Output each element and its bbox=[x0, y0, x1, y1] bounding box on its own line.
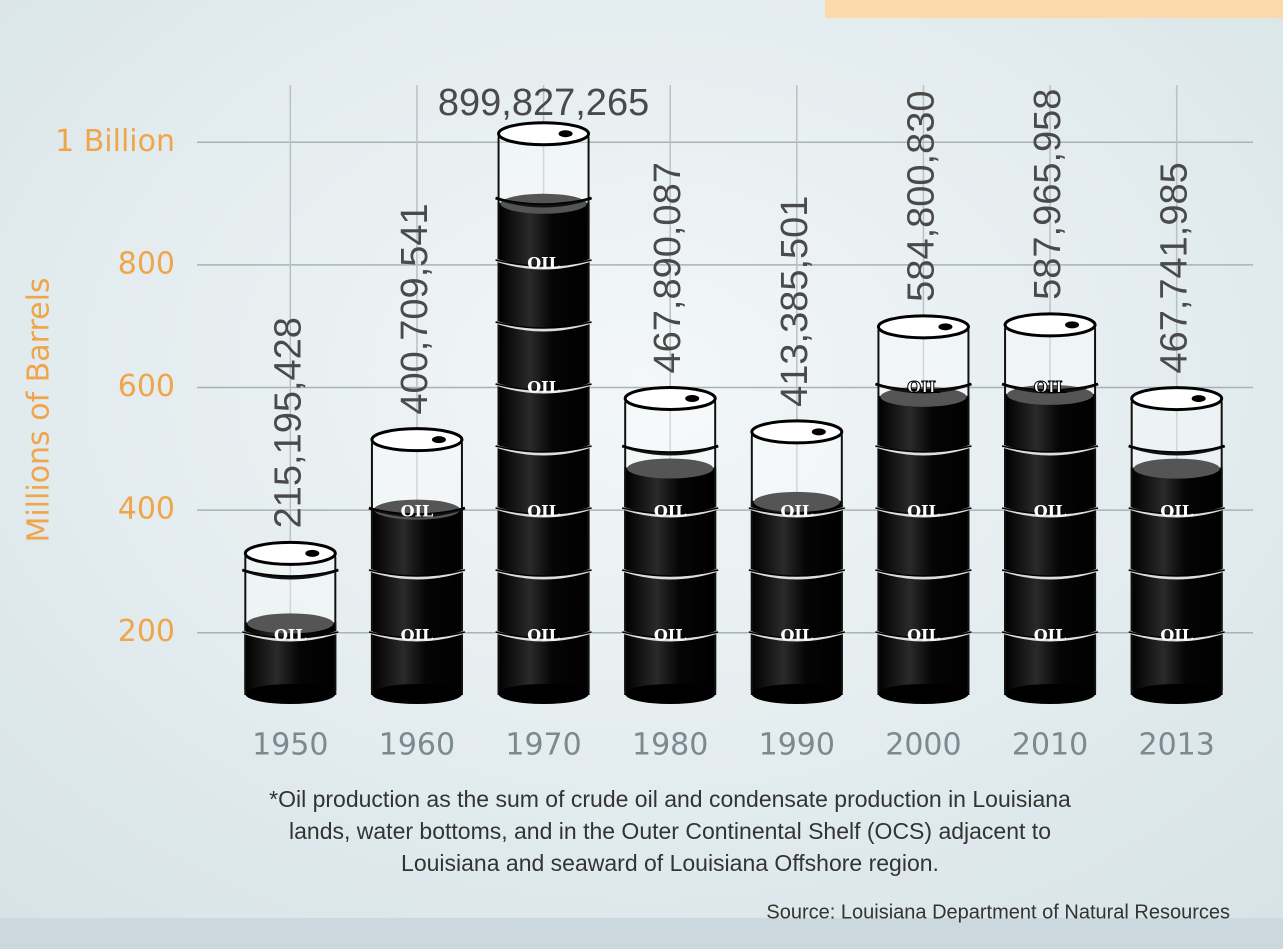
value-label: 587,965,958 bbox=[1027, 89, 1069, 300]
barrel-bottom bbox=[1005, 684, 1095, 704]
bar bbox=[1005, 395, 1095, 694]
barrel: OIL bbox=[242, 542, 338, 704]
oil-stamp: OIL bbox=[527, 254, 560, 273]
x-tick-label: 1950 bbox=[252, 728, 328, 763]
header-band bbox=[825, 0, 1283, 18]
barrel-bung bbox=[432, 436, 446, 443]
oil-surface bbox=[627, 458, 713, 478]
oil-stamp: OIL bbox=[274, 626, 307, 645]
value-label: 467,741,985 bbox=[1154, 162, 1196, 373]
bar bbox=[878, 397, 968, 694]
oil-stamp: OIL bbox=[1034, 378, 1067, 397]
x-tick-label: 2000 bbox=[885, 728, 961, 763]
barrel-bung bbox=[685, 395, 699, 402]
oil-stamp: OIL bbox=[1034, 626, 1067, 645]
value-label: 413,385,501 bbox=[774, 196, 816, 407]
oil-stamp: OIL bbox=[780, 626, 813, 645]
oil-stamp: OIL bbox=[780, 502, 813, 521]
oil-stamp: OIL bbox=[527, 626, 560, 645]
value-label: 400,709,541 bbox=[394, 203, 436, 414]
x-tick-label: 1960 bbox=[379, 728, 455, 763]
barrel-lid bbox=[1005, 314, 1095, 336]
chart: Millions of Barrels *Oil production as t… bbox=[0, 0, 1283, 949]
footnote-line: lands, water bottoms, and in the Outer C… bbox=[289, 818, 1051, 844]
x-tick-label: 2013 bbox=[1139, 728, 1215, 763]
barrel-bung bbox=[812, 428, 826, 435]
value-label: 899,827,265 bbox=[438, 82, 649, 124]
oil-stamp: OIL bbox=[1160, 626, 1193, 645]
oil-surface bbox=[1134, 459, 1220, 479]
barrel: OIL OIL bbox=[749, 421, 845, 704]
barrel-bung bbox=[938, 323, 952, 330]
bar bbox=[752, 502, 842, 694]
barrel-lid bbox=[752, 421, 842, 443]
x-tick-label: 1990 bbox=[759, 728, 835, 763]
oil-stamp: OIL bbox=[527, 502, 560, 521]
barrel: OIL OIL bbox=[369, 429, 465, 704]
oil-stamp: OIL bbox=[401, 502, 434, 521]
y-tick-label: 200 bbox=[118, 614, 175, 649]
barrel-bottom bbox=[1132, 684, 1222, 704]
value-label: 584,800,830 bbox=[900, 90, 942, 301]
barrel-lid bbox=[878, 316, 968, 338]
footnote-line: Louisiana and seaward of Louisiana Offsh… bbox=[401, 850, 939, 876]
oil-stamp: OIL bbox=[654, 626, 687, 645]
oil-stamp: OIL bbox=[1034, 502, 1067, 521]
value-label: 215,195,428 bbox=[267, 317, 309, 528]
y-tick-label: 400 bbox=[118, 492, 175, 527]
oil-stamp: OIL bbox=[907, 378, 940, 397]
barrel: OIL OIL OIL OIL bbox=[496, 123, 592, 704]
barrel-lid bbox=[245, 542, 335, 564]
barrel-lid bbox=[1132, 388, 1222, 410]
y-tick-label: 600 bbox=[118, 369, 175, 404]
oil-stamp: OIL bbox=[1160, 502, 1193, 521]
barrel-bottom bbox=[752, 684, 842, 704]
oil-stamp: OIL bbox=[401, 626, 434, 645]
footnote-line: *Oil production as the sum of crude oil … bbox=[269, 786, 1071, 812]
oil-stamp: OIL bbox=[907, 502, 940, 521]
barrel: OIL OIL OIL bbox=[1002, 314, 1098, 704]
oil-stamp: OIL bbox=[654, 502, 687, 521]
barrel-bung bbox=[1065, 321, 1079, 328]
barrel-bottom bbox=[245, 684, 335, 704]
bar bbox=[372, 510, 462, 694]
oil-stamp: OIL bbox=[907, 626, 940, 645]
x-tick-label: 1970 bbox=[505, 728, 581, 763]
barrel-bottom bbox=[878, 684, 968, 704]
barrel-bung bbox=[305, 550, 319, 557]
source: Source: Louisiana Department of Natural … bbox=[766, 901, 1230, 923]
barrel: OIL OIL OIL bbox=[875, 316, 971, 704]
barrel-lid bbox=[499, 123, 589, 145]
barrel-lid bbox=[625, 387, 715, 409]
x-tick-label: 1980 bbox=[632, 728, 708, 763]
y-tick-label: 1 Billion bbox=[55, 124, 175, 159]
oil-stamp: OIL bbox=[527, 378, 560, 397]
barrel: OIL OIL bbox=[622, 387, 718, 704]
barrel-bottom bbox=[499, 684, 589, 704]
value-label: 467,890,087 bbox=[647, 162, 689, 373]
barrel-bottom bbox=[372, 684, 462, 704]
y-axis-label: Millions of Barrels bbox=[22, 277, 57, 542]
barrel-lid bbox=[372, 429, 462, 451]
barrel-bottom bbox=[625, 684, 715, 704]
barrel-bung bbox=[1192, 395, 1206, 402]
x-tick-label: 2010 bbox=[1012, 728, 1088, 763]
barrel: OIL OIL bbox=[1129, 388, 1225, 704]
barrel-bung bbox=[559, 130, 573, 137]
y-tick-label: 800 bbox=[118, 246, 175, 281]
